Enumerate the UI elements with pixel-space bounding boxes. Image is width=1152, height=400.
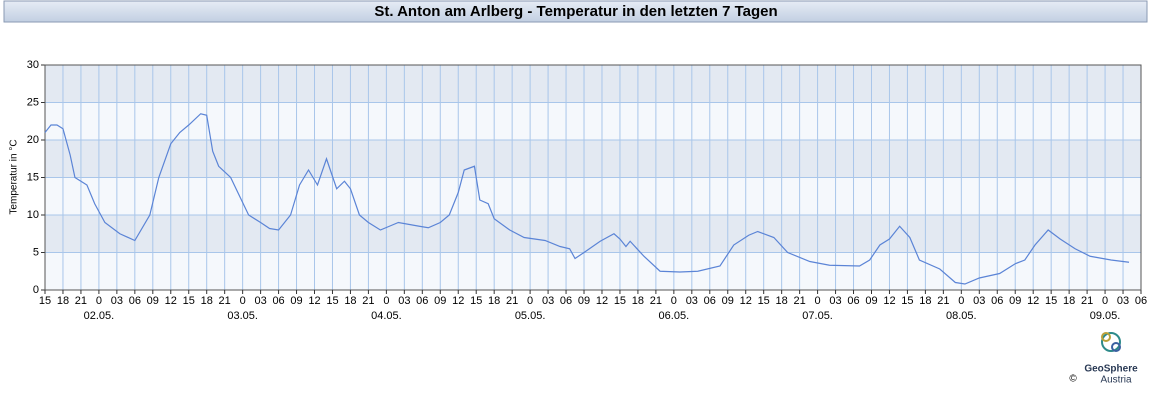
x-tick-label: 06	[129, 295, 141, 307]
x-tick-label: 12	[165, 295, 177, 307]
x-tick-label: 0	[1102, 295, 1108, 307]
date-label: 05.05.	[515, 310, 546, 322]
copyright: ©	[1069, 374, 1077, 385]
x-tick-label: 21	[219, 295, 231, 307]
date-label: 09.05.	[1090, 310, 1121, 322]
x-tick-label: 15	[470, 295, 482, 307]
x-tick-label: 06	[847, 295, 859, 307]
x-tick-label: 15	[183, 295, 195, 307]
plot-area: 0 5 10 15 20 25 30 15 18 21 0 03 06 09 12 15 18 21 0 03 06 09…	[27, 59, 1147, 322]
logo-sub: Austria	[1100, 375, 1132, 386]
x-tick-label: 18	[919, 295, 931, 307]
x-tick-label: 12	[883, 295, 895, 307]
x-tick-label: 12	[452, 295, 464, 307]
plot-border	[44, 64, 1142, 291]
date-label: 04.05.	[371, 310, 402, 322]
x-tick-label: 09	[147, 295, 159, 307]
x-tick-label: 03	[686, 295, 698, 307]
logo-icon	[1111, 342, 1121, 352]
x-tick-label: 21	[937, 295, 949, 307]
title-bar	[3, 0, 1148, 23]
x-tick-label: 15	[901, 295, 913, 307]
date-label: 02.05.	[84, 310, 115, 322]
logo-icon	[1101, 332, 1121, 352]
y-tick-label: 25	[27, 96, 39, 108]
x-tick-label: 12	[740, 295, 752, 307]
x-tick-label: 18	[776, 295, 788, 307]
x-tick-label: 0	[815, 295, 821, 307]
x-tick-label: 09	[722, 295, 734, 307]
x-tick-label: 03	[111, 295, 123, 307]
x-tick-label: 12	[596, 295, 608, 307]
x-tick-label: 15	[1045, 295, 1057, 307]
x-tick-label: 09	[434, 295, 446, 307]
x-tick-label: 0	[96, 295, 102, 307]
y-tick-label: 15	[27, 171, 39, 183]
x-tick-label: 06	[1135, 295, 1147, 307]
logo: GeoSphere Austria ©	[1069, 332, 1138, 386]
logo-icon	[1101, 332, 1111, 342]
x-tick-label: 15	[39, 295, 51, 307]
x-tick-label: 21	[506, 295, 518, 307]
x-tick-label: 09	[1009, 295, 1021, 307]
x-tick-label: 0	[671, 295, 677, 307]
x-tick-label: 12	[308, 295, 320, 307]
x-tick-label: 03	[1117, 295, 1129, 307]
y-tick-label: 30	[27, 59, 39, 71]
x-tick-label: 15	[614, 295, 626, 307]
x-tick-label: 09	[578, 295, 590, 307]
x-tick-label: 03	[542, 295, 554, 307]
x-tick-label: 0	[958, 295, 964, 307]
x-tick-label: 18	[57, 295, 69, 307]
x-tick-label: 12	[1027, 295, 1039, 307]
x-tick-label: 21	[362, 295, 374, 307]
x-tick-label: 03	[829, 295, 841, 307]
x-tick-label: 06	[704, 295, 716, 307]
x-tick-label: 21	[1081, 295, 1093, 307]
x-tick-label: 09	[865, 295, 877, 307]
date-label: 06.05.	[659, 310, 690, 322]
x-tick-label: 06	[416, 295, 428, 307]
logo-name: GeoSphere	[1084, 364, 1138, 375]
x-tick-label: 18	[1063, 295, 1075, 307]
x-tick-label: 18	[344, 295, 356, 307]
x-tick-label: 06	[272, 295, 284, 307]
x-tick-label: 03	[254, 295, 266, 307]
x-tick-label: 03	[398, 295, 410, 307]
grid-band	[45, 177, 1141, 215]
x-tick-label: 06	[560, 295, 572, 307]
x-tick-label: 18	[201, 295, 213, 307]
grid-band	[45, 65, 1141, 103]
date-label: 03.05.	[227, 310, 258, 322]
x-tick-label: 09	[290, 295, 302, 307]
data-line	[44, 113, 1130, 285]
x-tick-label: 03	[973, 295, 985, 307]
x-tick-label: 0	[240, 295, 246, 307]
grid-band	[45, 102, 1141, 140]
y-tick-label: 5	[33, 246, 39, 258]
x-tick-label: 18	[632, 295, 644, 307]
date-label: 07.05.	[802, 310, 833, 322]
x-tick-label: 15	[758, 295, 770, 307]
y-axis-label: Temperatur in °C	[9, 139, 20, 214]
x-tick-label: 06	[991, 295, 1003, 307]
x-tick-label: 15	[326, 295, 338, 307]
x-tick-label: 21	[75, 295, 87, 307]
grid-band	[45, 252, 1141, 290]
x-tick-label: 21	[793, 295, 805, 307]
y-tick-label: 0	[33, 284, 39, 296]
y-tick-label: 10	[27, 209, 39, 221]
x-tick-label: 18	[488, 295, 500, 307]
date-label: 08.05.	[946, 310, 977, 322]
grid-band	[45, 140, 1141, 178]
x-tick-label: 0	[383, 295, 389, 307]
x-tick-label: 21	[650, 295, 662, 307]
chart-title: St. Anton am Arlberg - Temperatur in den…	[374, 3, 777, 20]
y-tick-label: 20	[27, 134, 39, 146]
x-tick-label: 0	[527, 295, 533, 307]
